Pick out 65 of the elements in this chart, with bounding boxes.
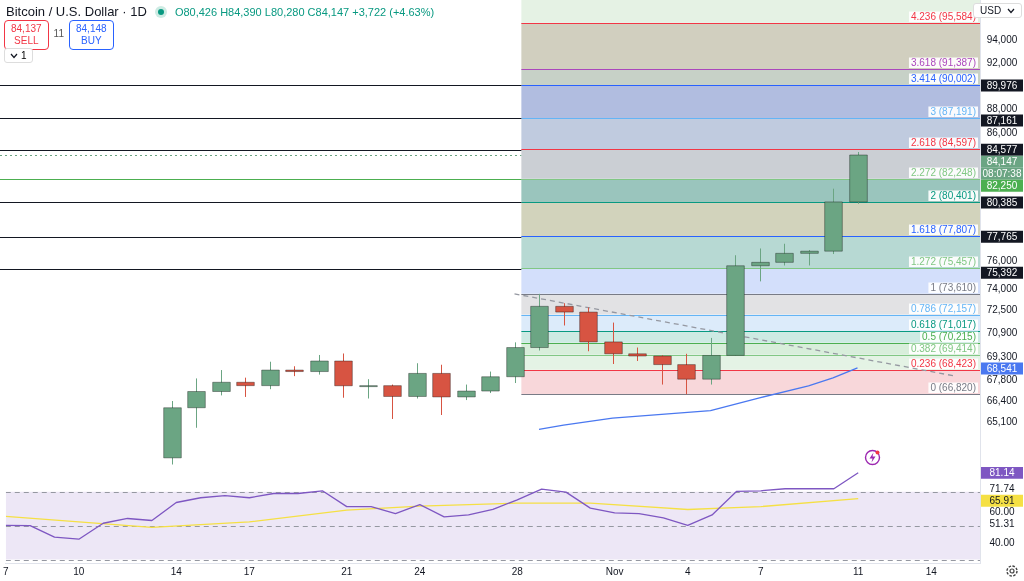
y-tick-label: 87,161 <box>986 114 1018 126</box>
y-tick-label: 94,000 <box>986 34 1018 46</box>
x-tick-label: 11 <box>853 565 864 577</box>
y-tick-label: 77,765 <box>986 231 1018 243</box>
ref-line-label: 0.382 (69,414) <box>910 343 976 355</box>
y-tick-label: 60.00 <box>989 505 1015 517</box>
y-tick-label: 76,000 <box>986 254 1018 266</box>
x-tick-label: 10 <box>73 565 85 577</box>
y-tick-label: 81.14 <box>989 466 1015 478</box>
y-tick-label: 66,400 <box>986 395 1018 407</box>
y-tick-label: 89,976 <box>986 79 1018 91</box>
y-tick-label: 51.31 <box>989 517 1015 529</box>
text: 08:07:38 <box>982 167 1022 179</box>
ref-line-label: 2 (80,401) <box>930 190 976 202</box>
y-tick-label: 69,300 <box>986 350 1018 362</box>
x-tick-label: 4 <box>684 565 691 577</box>
ref-line-label: 3.618 (91,387) <box>910 57 976 69</box>
chart-title: Bitcoin / U.S. Dollar · 1D <box>6 4 147 19</box>
x-tick-label: 17 <box>243 565 256 577</box>
y-tick-label: 88,000 <box>986 102 1018 114</box>
ref-line-label: 3 (87,191) <box>930 106 976 118</box>
x-tick-label: 21 <box>341 565 353 577</box>
chart-subtitle: O80,426 H84,390 L80,280 C84,147 +3,722 (+4.63%) <box>174 5 435 18</box>
ref-line-label: 2.618 (84,597) <box>910 137 976 149</box>
x-tick-label: 24 <box>414 565 426 577</box>
x-tick-label: 7 <box>3 565 9 577</box>
y-tick-label: 80,385 <box>986 196 1018 208</box>
ref-line-label: 1 (73,610) <box>930 282 976 294</box>
y-tick-label: 75,392 <box>986 266 1018 278</box>
ref-line-label: 3.414 (90,002) <box>910 73 976 85</box>
y-tick-label: 84,147 <box>986 155 1018 167</box>
annotation: 84,137 <box>11 23 42 34</box>
y-tick-label: 84,577 <box>986 143 1018 155</box>
y-tick-label: 40.00 <box>989 536 1015 548</box>
y-tick-label: 68,541 <box>986 362 1018 374</box>
ref-line-label: 4.236 (95,584) <box>910 11 976 23</box>
y-tick-label: 70,900 <box>986 327 1018 339</box>
y-tick-label: 86,000 <box>986 126 1018 138</box>
ref-line-label: 1.272 (75,457) <box>910 256 976 268</box>
y-tick-label: 65,100 <box>986 415 1018 427</box>
ref-line-label: 1.618 (77,807) <box>910 224 976 236</box>
y-tick-label: 74,000 <box>986 282 1018 294</box>
annotation: 11 <box>53 27 64 39</box>
y-tick-label: 82,250 <box>986 179 1018 191</box>
annotation: 1 <box>4 48 33 63</box>
annotation: SELL <box>14 35 39 46</box>
x-tick-label: 28 <box>511 565 524 577</box>
y-tick-label: 71.74 <box>989 482 1015 494</box>
annotation: 84,148 <box>75 23 107 34</box>
y-axis-title: USD <box>980 5 1002 16</box>
ref-line-label: 0.786 (72,157) <box>910 303 976 315</box>
x-tick-label: 7 <box>758 565 765 577</box>
y-tick-label: 92,000 <box>986 56 1018 68</box>
ref-line-label: 0.5 (70,215) <box>922 331 976 343</box>
ref-line-label: 2.272 (82,248) <box>910 167 976 179</box>
x-tick-label: Nov <box>605 565 624 577</box>
x-tick-label: 14 <box>925 565 938 577</box>
ref-line-label: 0.236 (68,423) <box>910 358 976 370</box>
y-tick-label: 67,800 <box>986 373 1018 385</box>
annotation: BUY <box>81 35 102 46</box>
y-tick-label: 72,500 <box>986 303 1018 315</box>
x-tick-label: 14 <box>170 565 183 577</box>
ref-line-label: 0.618 (71,017) <box>910 319 976 331</box>
y-tick-label: 65.91 <box>989 494 1015 506</box>
ref-line-label: 0 (66,820) <box>930 382 976 394</box>
